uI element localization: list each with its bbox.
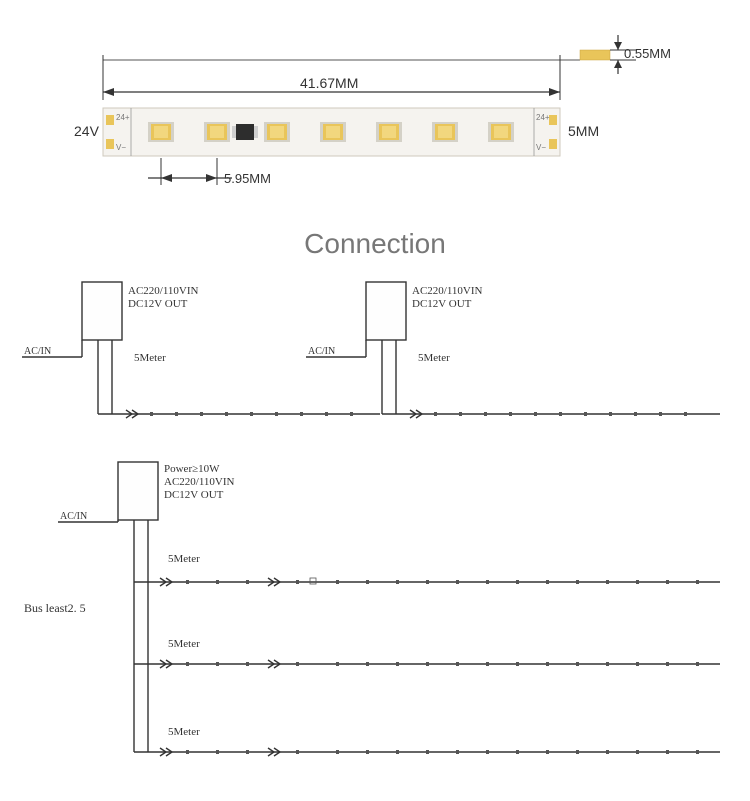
connection-diagram-2: Power≥10W AC220/110VIN DC12V OUT AC/IN 5… [0,452,750,792]
dim-thickness-label: 0.55MM [624,46,671,61]
psu2-line2: DC12V OUT [412,298,472,310]
branch3-label: 5Meter [168,726,200,738]
psu-line0: Power≥10W [164,463,220,475]
svg-text:24+: 24+ [536,113,550,122]
svg-text:V−: V− [116,143,126,152]
seg1-label: 5Meter [134,352,166,364]
ac-in: AC/IN [60,511,87,522]
ac-in-2: AC/IN [308,346,335,357]
dim-pitch-label: 5.95MM [224,171,271,186]
bus-label: Bus least2. 5 [24,601,86,615]
connection-title: Connection [0,228,750,260]
seg2-label: 5Meter [418,352,450,364]
psu2-line1: AC220/110VIN [412,285,483,297]
psu1-line1: AC220/110VIN [128,285,199,297]
psu1-line2: DC12V OUT [128,298,188,310]
led-strip-diagram: 0.55MM 41.67MM 24+ V− 24+ V− [0,0,750,210]
connection-diagram-1: AC220/110VIN DC12V OUT AC/IN 5Meter AC22… [0,272,750,452]
ac-in-1: AC/IN [24,346,51,357]
dim-height-label: 5MM [568,123,599,139]
psu-line1: AC220/110VIN [164,476,235,488]
branch1-label: 5Meter [168,553,200,565]
svg-text:V−: V− [536,143,546,152]
dim-length-label: 41.67MM [300,75,358,91]
psu-line2: DC12V OUT [164,489,224,501]
voltage-label: 24V [74,123,100,139]
branch2-label: 5Meter [168,638,200,650]
svg-text:24+: 24+ [116,113,130,122]
